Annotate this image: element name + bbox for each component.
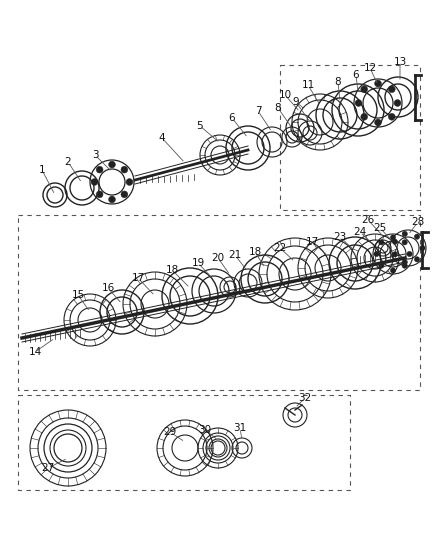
Circle shape xyxy=(108,196,115,203)
Text: 8: 8 xyxy=(274,103,281,113)
Text: 6: 6 xyxy=(228,113,235,123)
Circle shape xyxy=(401,240,406,245)
Text: 23: 23 xyxy=(332,232,346,242)
Circle shape xyxy=(374,119,381,126)
Text: 18: 18 xyxy=(165,265,178,275)
Circle shape xyxy=(121,166,127,173)
Text: 3: 3 xyxy=(92,150,98,160)
Circle shape xyxy=(360,86,367,93)
Circle shape xyxy=(373,252,378,257)
Circle shape xyxy=(374,80,381,87)
Circle shape xyxy=(419,245,424,251)
Circle shape xyxy=(392,239,397,244)
Circle shape xyxy=(126,179,133,185)
Text: 29: 29 xyxy=(163,427,176,437)
Text: 32: 32 xyxy=(298,393,311,403)
Text: 9: 9 xyxy=(292,97,299,107)
Text: 13: 13 xyxy=(392,57,406,67)
Text: 14: 14 xyxy=(28,347,42,357)
Text: 17: 17 xyxy=(131,273,144,283)
Text: 15: 15 xyxy=(71,290,85,300)
Circle shape xyxy=(354,100,361,107)
Circle shape xyxy=(91,179,98,185)
Circle shape xyxy=(401,231,406,237)
Circle shape xyxy=(388,86,394,93)
Text: 18: 18 xyxy=(248,247,261,257)
Text: 4: 4 xyxy=(158,133,165,143)
Text: 24: 24 xyxy=(353,227,366,237)
Text: 21: 21 xyxy=(228,250,241,260)
Circle shape xyxy=(389,268,395,273)
Circle shape xyxy=(392,252,397,257)
Circle shape xyxy=(388,114,394,120)
Circle shape xyxy=(378,263,383,268)
Text: 28: 28 xyxy=(410,217,424,227)
Circle shape xyxy=(121,191,127,198)
Text: 8: 8 xyxy=(334,77,340,87)
Text: 20: 20 xyxy=(211,253,224,263)
Text: 27: 27 xyxy=(41,463,54,473)
Text: 22: 22 xyxy=(273,243,286,253)
Text: 19: 19 xyxy=(191,258,204,268)
Circle shape xyxy=(108,161,115,168)
Text: 2: 2 xyxy=(64,157,71,167)
Text: 12: 12 xyxy=(363,63,376,73)
Circle shape xyxy=(401,263,406,268)
Text: 31: 31 xyxy=(233,423,246,433)
Circle shape xyxy=(393,100,400,107)
Text: 11: 11 xyxy=(301,80,314,90)
Text: 30: 30 xyxy=(198,425,211,435)
Text: 16: 16 xyxy=(101,283,114,293)
Text: 25: 25 xyxy=(373,223,386,233)
Text: 6: 6 xyxy=(352,70,358,80)
Text: 1: 1 xyxy=(39,165,45,175)
Circle shape xyxy=(413,234,419,239)
Circle shape xyxy=(360,114,367,120)
Text: 7: 7 xyxy=(254,106,261,116)
Circle shape xyxy=(378,240,383,245)
Circle shape xyxy=(406,252,411,257)
Text: 17: 17 xyxy=(305,237,318,247)
Text: 10: 10 xyxy=(278,90,291,100)
Circle shape xyxy=(96,166,103,173)
Text: 5: 5 xyxy=(196,121,203,131)
Circle shape xyxy=(413,257,419,262)
Circle shape xyxy=(401,260,406,265)
Text: 26: 26 xyxy=(360,215,374,225)
Circle shape xyxy=(96,191,103,198)
Circle shape xyxy=(389,235,395,240)
